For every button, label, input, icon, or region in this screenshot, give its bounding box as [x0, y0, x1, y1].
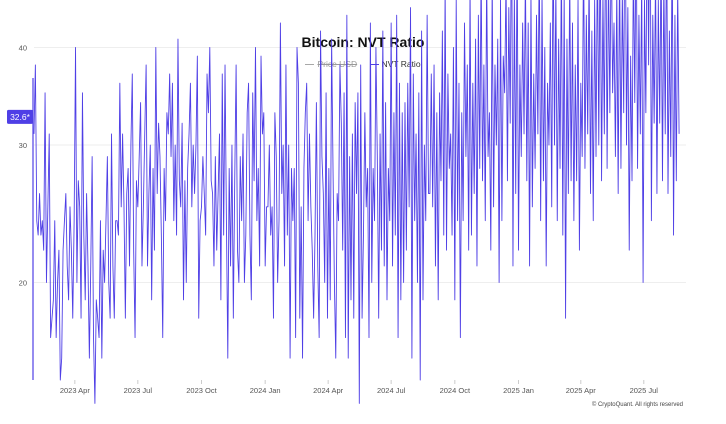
y-tick-label: 40	[19, 43, 27, 52]
x-axis: 2023 Apr 2023 Jul 2023 Oct 2024 Jan 2024 Apr…	[60, 380, 658, 395]
copyright-credit: © CryptoQuant. All rights reserved	[592, 401, 683, 408]
x-tick-label: 2024 Jan	[250, 386, 281, 395]
x-tick-label: 2024 Oct	[440, 386, 471, 395]
x-tick-label: 2025 Jan	[503, 386, 534, 395]
x-tick-label: 2025 Apr	[566, 386, 597, 395]
legend-swatch-price-usd	[305, 63, 315, 65]
y-tick-label: 20	[19, 278, 27, 287]
y-axis: 203040506070	[19, 43, 34, 380]
current-value-text: 32.6*	[10, 112, 31, 122]
x-tick-label: 2025 Jul	[630, 386, 659, 395]
series-line-nvt-ratio	[33, 0, 680, 404]
chart-legend: Price USD NVT Ratio	[0, 57, 726, 69]
current-value-badge-bg	[7, 109, 33, 124]
x-tick-label: 2023 Apr	[60, 386, 91, 395]
legend-swatch-nvt-ratio	[369, 63, 379, 65]
current-value-badge: 32.6*	[7, 109, 33, 124]
x-tick-label: 2024 Apr	[313, 386, 344, 395]
legend-label-price-usd: Price USD	[317, 59, 358, 70]
legend-item-nvt-ratio[interactable]: NVT Ratio	[369, 59, 421, 70]
x-tick-label: 2024 Jul	[377, 386, 406, 395]
x-tick-label: 2023 Oct	[186, 386, 217, 395]
chart-title: Bitcoin: NVT Ratio	[301, 34, 425, 50]
legend-item-price-usd[interactable]: Price USD	[305, 59, 357, 69]
legend-label-nvt-ratio: NVT Ratio	[381, 59, 421, 70]
y-tick-label: 30	[19, 141, 27, 150]
x-tick-label: 2023 Jul	[124, 386, 153, 395]
